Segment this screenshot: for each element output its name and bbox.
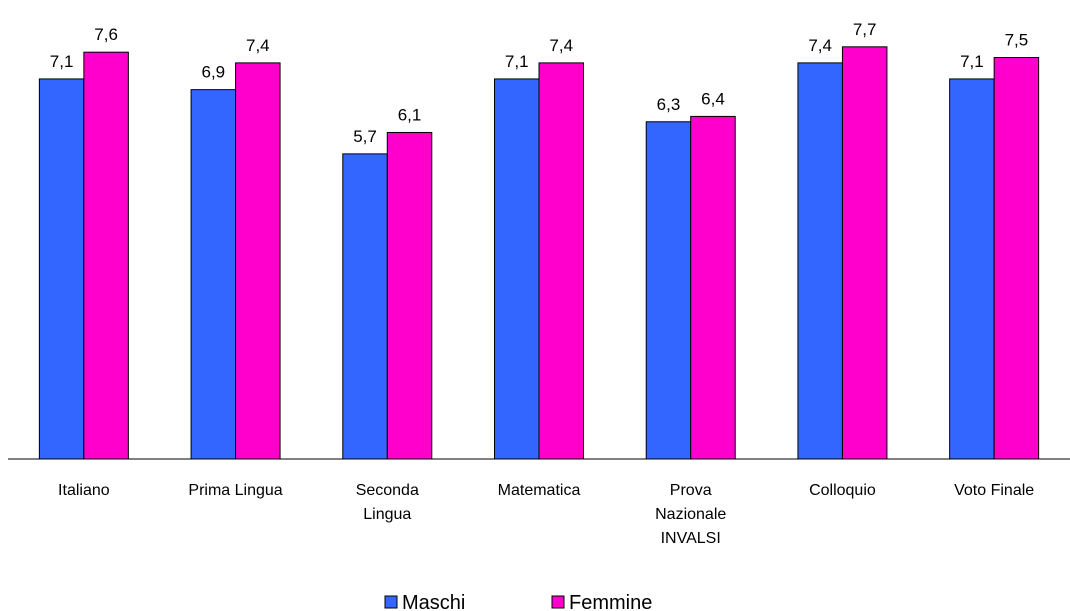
x-tick-label: Colloquio bbox=[809, 482, 876, 499]
bar bbox=[538, 62, 584, 460]
legend-swatch bbox=[384, 595, 398, 609]
value-label: 7,4 bbox=[549, 36, 573, 55]
bar bbox=[690, 115, 736, 460]
bar bbox=[235, 62, 281, 460]
value-label: 7,7 bbox=[853, 20, 877, 39]
x-tick-label: Seconda Lingua bbox=[355, 482, 419, 523]
legend-label: Maschi bbox=[402, 592, 465, 611]
value-label: 5,7 bbox=[353, 127, 377, 146]
value-label: 6,9 bbox=[202, 63, 226, 82]
value-label: 6,3 bbox=[657, 95, 681, 114]
value-label: 6,1 bbox=[398, 105, 422, 124]
value-label: 7,4 bbox=[808, 36, 832, 55]
bar bbox=[386, 131, 433, 460]
bar bbox=[993, 57, 1040, 460]
value-label: 7,6 bbox=[94, 25, 118, 44]
bar bbox=[190, 89, 237, 460]
value-label: 7,4 bbox=[246, 36, 270, 55]
legend-swatch bbox=[551, 595, 565, 609]
value-label: 7,5 bbox=[1005, 31, 1029, 50]
x-tick-label: Prova Nazionale INVALSI bbox=[655, 482, 727, 547]
x-tick-label: Matematica bbox=[497, 482, 581, 499]
value-label: 7,1 bbox=[505, 52, 529, 71]
x-tick-label: Prima Lingua bbox=[188, 482, 283, 499]
bar bbox=[645, 121, 692, 460]
value-label: 6,4 bbox=[701, 89, 725, 108]
x-tick-label: Voto Finale bbox=[954, 482, 1035, 499]
value-label: 7,1 bbox=[960, 52, 984, 71]
bar bbox=[83, 51, 129, 460]
bar bbox=[38, 78, 85, 460]
value-label: 7,1 bbox=[50, 52, 74, 71]
bar bbox=[797, 62, 843, 460]
bar bbox=[841, 46, 888, 460]
bar bbox=[494, 78, 540, 460]
legend-label: Femmine bbox=[569, 592, 652, 611]
bar bbox=[949, 78, 995, 460]
bar bbox=[342, 153, 388, 460]
x-tick-label: Italiano bbox=[58, 482, 110, 499]
